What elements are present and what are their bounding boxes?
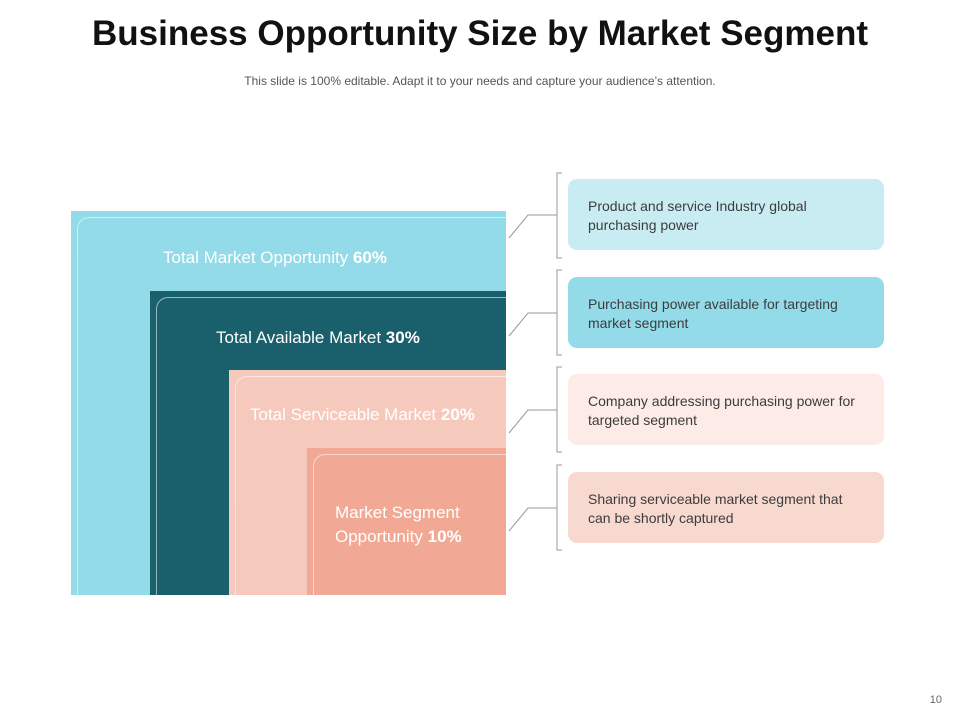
- connector-2: [508, 269, 562, 356]
- page-number: 10: [929, 694, 942, 706]
- market-segment-opportunity-block: [307, 448, 506, 595]
- segment-percent: 60%: [352, 248, 387, 267]
- connector-3: [508, 366, 562, 453]
- segment-label: Market Segment Opportunity: [335, 503, 460, 546]
- segment-label: Total Market Opportunity: [163, 248, 349, 267]
- segment-label: Total Serviceable Market: [250, 405, 437, 424]
- total-available-market-label: Total Available Market 30%: [216, 328, 420, 348]
- description-card-3: Company addressing purchasing power for …: [568, 374, 884, 445]
- slide-subtitle: This slide is 100% editable. Adapt it to…: [244, 74, 716, 88]
- description-card-1: Product and service Industry global purc…: [568, 179, 884, 250]
- description-card-4: Sharing serviceable market segment that …: [568, 472, 884, 543]
- segment-percent: 20%: [440, 405, 475, 424]
- market-segment-opportunity-label: Market Segment Opportunity 10%: [335, 501, 505, 549]
- slide-title: Business Opportunity Size by Market Segm…: [92, 14, 868, 53]
- segment-percent: 10%: [427, 527, 462, 546]
- segment-label: Total Available Market: [216, 328, 382, 347]
- connector-4: [508, 464, 562, 551]
- total-market-opportunity-label: Total Market Opportunity 60%: [163, 248, 387, 268]
- connector-1: [508, 172, 562, 259]
- total-serviceable-market-label: Total Serviceable Market 20%: [250, 405, 475, 425]
- segment-percent: 30%: [385, 328, 420, 347]
- description-card-2: Purchasing power available for targeting…: [568, 277, 884, 348]
